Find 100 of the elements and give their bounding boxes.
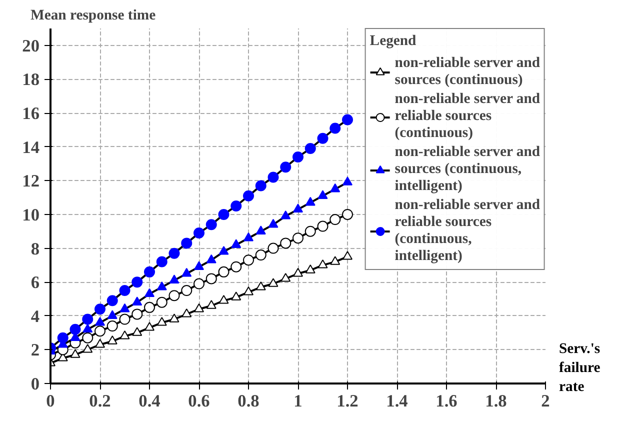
point [255,250,266,261]
point [144,288,154,298]
point [120,330,130,340]
legend-label: non-reliable server and reliable sources (continuous, intelligent) [394,197,540,265]
point [107,336,118,344]
point [169,314,180,322]
x-tick-label: 0.2 [89,392,111,410]
point [218,208,230,220]
point [256,281,266,290]
x-tick-label: 0.4 [138,392,161,410]
point [230,200,242,212]
point [95,338,105,348]
point [94,304,106,315]
point [244,232,254,242]
point [194,303,204,312]
y-axis-title: Mean response time [30,8,156,24]
point [156,281,167,290]
point [243,254,254,266]
point [57,332,68,344]
point [317,220,328,232]
point [107,310,118,319]
point [292,151,304,162]
point [330,214,341,226]
point [342,208,353,220]
point [255,180,266,192]
point [342,176,352,186]
legend-label: non-reliable server and sources (continuous, intelligent) [394,144,540,195]
point [230,261,242,272]
point [144,302,155,313]
point [218,246,229,255]
point [318,190,328,199]
point [206,300,216,309]
point [243,190,254,202]
x-tick-label: 1.6 [436,392,458,410]
point [268,242,279,254]
point [106,320,118,332]
point [95,316,105,326]
point [119,314,130,325]
point [181,238,192,249]
point [119,285,130,296]
y-tick-label: 16 [22,104,40,124]
y-tick-label: 8 [30,239,40,258]
point [268,218,278,228]
point [206,254,216,264]
point [293,268,303,277]
point [231,292,242,300]
point [194,228,204,239]
point [206,273,217,284]
point [280,272,291,282]
point [268,278,278,287]
point [132,327,142,336]
y-tick-label: 6 [30,273,40,292]
legend-label: non-reliable server and reliable sources (continuous) [394,91,540,142]
point [94,326,106,337]
point [330,256,340,265]
point [156,256,168,268]
point [317,132,328,144]
point [82,314,94,325]
point [106,295,118,306]
point [218,294,229,304]
legend-title: Legend [370,33,418,50]
point [82,332,94,344]
point [182,268,192,277]
point [168,290,180,302]
point [182,308,192,318]
point [144,266,155,278]
point [330,122,341,134]
point [156,296,168,308]
x-axis-title: Serv.'s failure rate [559,340,600,398]
point [305,196,316,206]
y-tick-label: 20 [22,36,40,56]
point [168,248,180,259]
x-tick-label: 0 [46,392,55,410]
point [304,143,316,154]
point [292,232,304,244]
point [293,204,303,212]
point [256,226,266,234]
point [82,324,93,333]
point [181,285,192,296]
point [144,322,154,331]
point [70,349,80,358]
point [206,219,217,230]
point [244,286,254,296]
point [218,266,230,278]
x-tick-label: 0.6 [188,392,210,410]
point [132,296,142,306]
point [231,239,242,248]
point [304,226,316,237]
y-tick-label: 4 [30,306,40,326]
legend-label: non-reliable server and sources (continuous) [394,55,540,89]
point [169,274,180,284]
x-tick-label: 1 [294,392,302,410]
point [342,251,352,260]
x-tick-label: 1.2 [336,392,358,410]
x-tick-label: 0.8 [238,392,260,410]
point [194,261,204,270]
point [194,278,204,290]
point [82,344,93,353]
point [280,238,292,249]
point [330,183,340,192]
